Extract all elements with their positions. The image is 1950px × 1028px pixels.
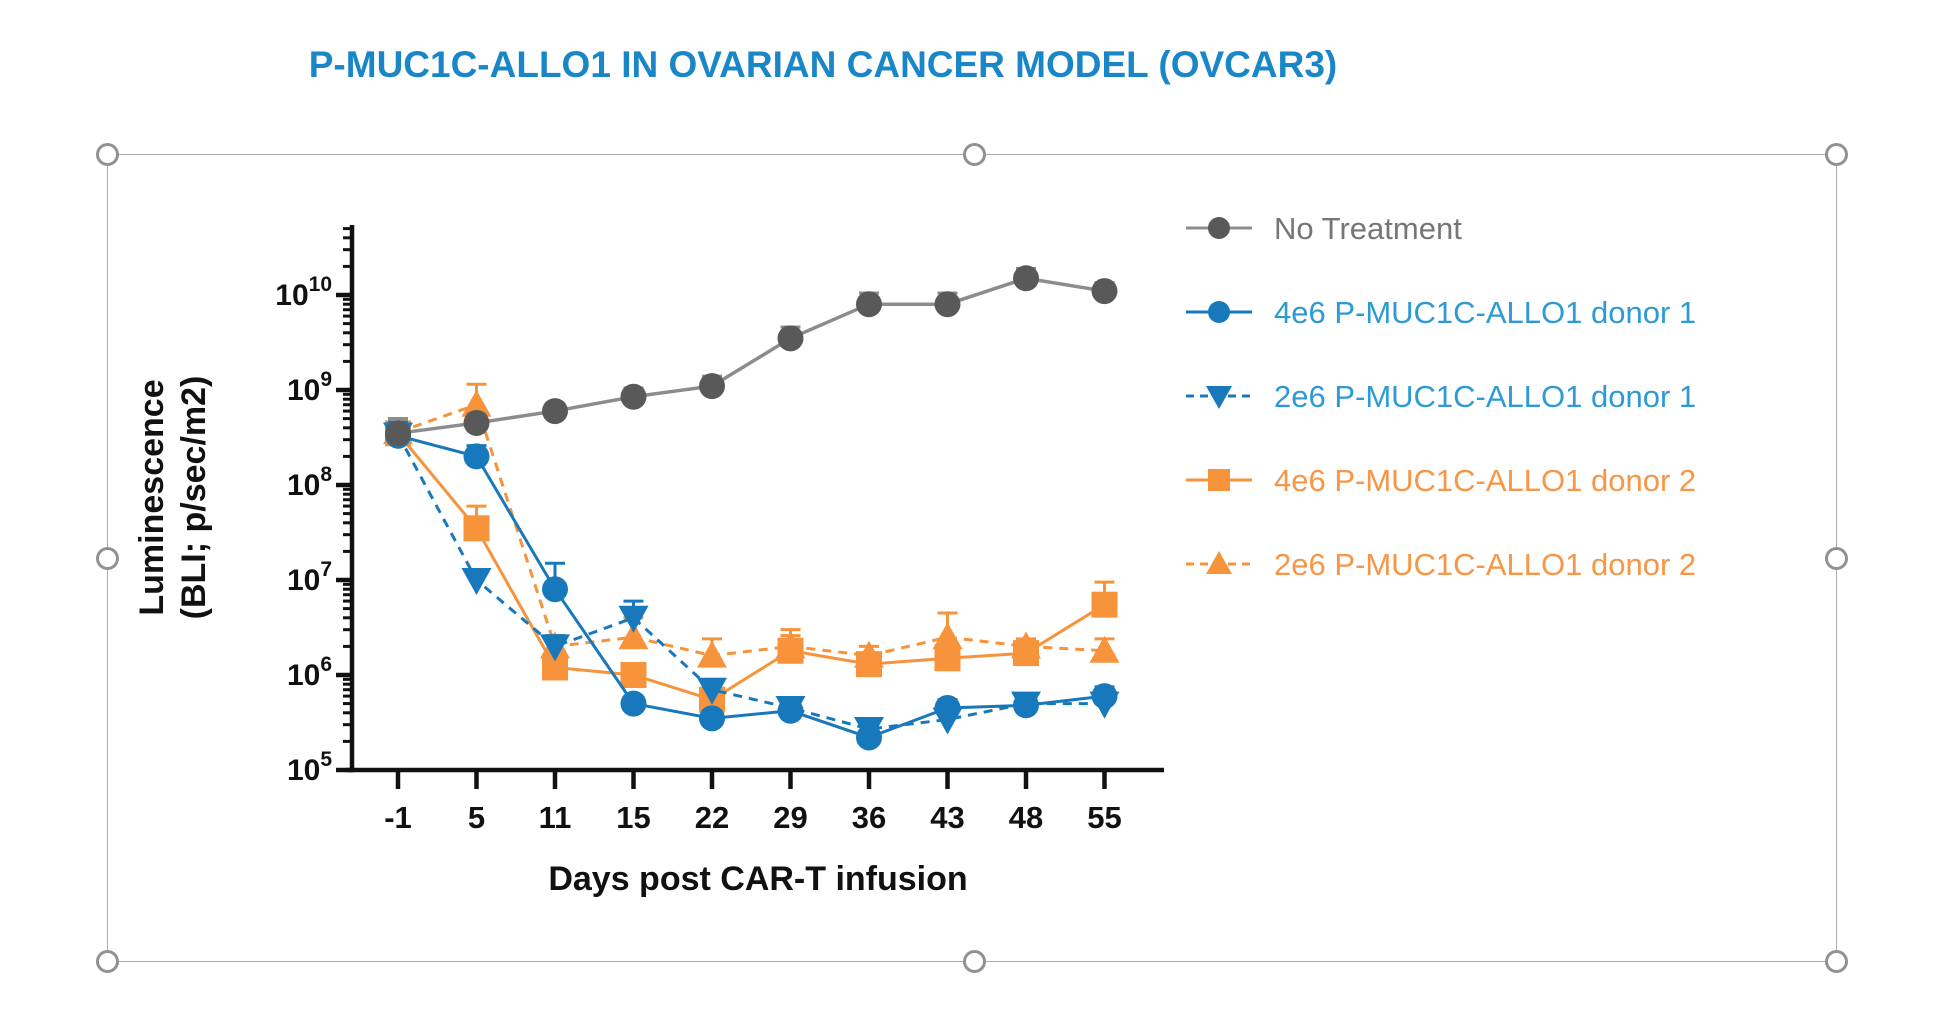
chart-title: P-MUC1C-ALLO1 IN OVARIAN CANCER MODEL (O… — [308, 44, 1338, 85]
y-axis-title-line2: (BLI; p/sec/m2) — [175, 376, 213, 620]
data-point-marker — [620, 662, 647, 688]
data-point-marker — [540, 634, 570, 662]
data-point-marker — [1013, 265, 1039, 292]
data-point-marker — [775, 695, 806, 723]
series-no-treatment — [385, 265, 1118, 447]
data-point-marker — [697, 640, 727, 668]
data-point-marker — [854, 640, 884, 668]
data-point-marker — [1011, 691, 1041, 719]
selection-handle-top-left[interactable] — [96, 143, 119, 166]
data-point-marker — [1089, 635, 1120, 663]
data-point-marker — [461, 389, 492, 417]
y-tick-label: 1010 — [275, 273, 332, 312]
axes: 105 106 107 108 109 1010 -1 5 11 15 22 29 36 43 48 55 Da… — [133, 225, 1164, 898]
data-point-marker — [934, 645, 961, 672]
data-point-marker — [775, 631, 806, 659]
selection-handle-bottom-center[interactable] — [963, 950, 986, 973]
data-point-marker — [856, 291, 882, 318]
legend: No Treatment 4e6 P-MUC1C-ALLO1 donor 1 2e6… — [1186, 211, 1696, 582]
selection-handle-top-right[interactable] — [1825, 143, 1848, 166]
data-point-marker — [932, 707, 963, 735]
data-point-marker — [461, 568, 492, 595]
x-tick-label: 22 — [695, 800, 729, 835]
legend-label: 4e6 P-MUC1C-ALLO1 donor 1 — [1274, 295, 1696, 330]
series-line — [397, 276, 1105, 436]
data-point-marker — [463, 443, 490, 470]
data-point-marker — [1208, 217, 1230, 239]
legend-item-4e6-p-muc1c-allo1-donor-1: 4e6 P-MUC1C-ALLO1 donor 1 — [1186, 295, 1696, 330]
y-tick-label: 108 — [287, 463, 332, 502]
legend-label: 2e6 P-MUC1C-ALLO1 donor 2 — [1274, 547, 1696, 582]
data-point-marker — [1089, 691, 1120, 719]
data-point-marker — [854, 717, 884, 745]
legend-label: No Treatment — [1274, 211, 1462, 246]
x-tick-label: 5 — [468, 800, 485, 835]
selection-handle-top-center[interactable] — [963, 143, 986, 166]
series-line — [397, 434, 1105, 740]
selection-handle-middle-left[interactable] — [96, 547, 119, 570]
data-point-marker — [385, 420, 411, 447]
data-point-marker — [1208, 301, 1230, 323]
y-tick-label: 109 — [287, 368, 332, 407]
legend-item-2e6-p-muc1c-allo1-donor-1: 2e6 P-MUC1C-ALLO1 donor 1 — [1186, 379, 1696, 414]
x-tick-label: 48 — [1009, 800, 1043, 835]
x-tick-label: 43 — [930, 800, 964, 835]
y-tick-label: 106 — [287, 653, 332, 692]
data-point-marker — [620, 690, 647, 717]
data-point-marker — [1091, 278, 1118, 305]
data-point-marker — [777, 325, 804, 352]
series-line — [396, 433, 1105, 731]
legend-item-no-treatment: No Treatment — [1186, 211, 1462, 246]
data-point-marker — [1206, 551, 1232, 574]
data-point-marker — [1206, 386, 1232, 409]
data-point-marker — [618, 605, 649, 633]
data-point-marker — [1091, 591, 1118, 618]
data-point-marker — [1208, 469, 1230, 491]
x-tick-label: 29 — [773, 800, 807, 835]
selection-bounding-box — [96, 143, 1848, 973]
data-point-marker — [618, 622, 649, 650]
data-point-marker — [620, 383, 647, 410]
x-axis-title: Days post CAR-T infusion — [548, 860, 967, 898]
data-point-marker — [699, 373, 725, 400]
data-point-marker — [1011, 631, 1041, 659]
series-line — [396, 432, 1106, 702]
data-point-marker — [542, 576, 568, 603]
data-point-marker — [934, 291, 961, 318]
x-tick-label: 55 — [1087, 800, 1121, 835]
data-point-marker — [697, 677, 727, 705]
y-tick-label: 105 — [287, 748, 332, 787]
data-point-marker — [932, 622, 963, 650]
x-tick-label: 11 — [539, 800, 572, 835]
data-point-marker — [699, 705, 725, 732]
data-point-marker — [463, 515, 490, 542]
legend-item-2e6-p-muc1c-allo1-donor-2: 2e6 P-MUC1C-ALLO1 donor 2 — [1186, 547, 1696, 582]
x-tick-label: 15 — [616, 800, 650, 835]
x-tick-label: -1 — [384, 800, 412, 835]
data-point-marker — [542, 398, 568, 425]
legend-label: 4e6 P-MUC1C-ALLO1 donor 2 — [1274, 463, 1696, 498]
y-axis-title-line1: Luminescence — [133, 379, 171, 615]
selection-handle-bottom-left[interactable] — [96, 950, 119, 973]
selection-handle-middle-right[interactable] — [1825, 547, 1848, 570]
legend-item-4e6-p-muc1c-allo1-donor-2: 4e6 P-MUC1C-ALLO1 donor 2 — [1186, 463, 1696, 498]
legend-label: 2e6 P-MUC1C-ALLO1 donor 1 — [1274, 379, 1696, 414]
data-point-marker — [463, 409, 490, 436]
y-tick-label: 107 — [287, 558, 332, 597]
selection-handle-bottom-right[interactable] — [1825, 950, 1848, 973]
x-tick-label: 36 — [852, 800, 886, 835]
